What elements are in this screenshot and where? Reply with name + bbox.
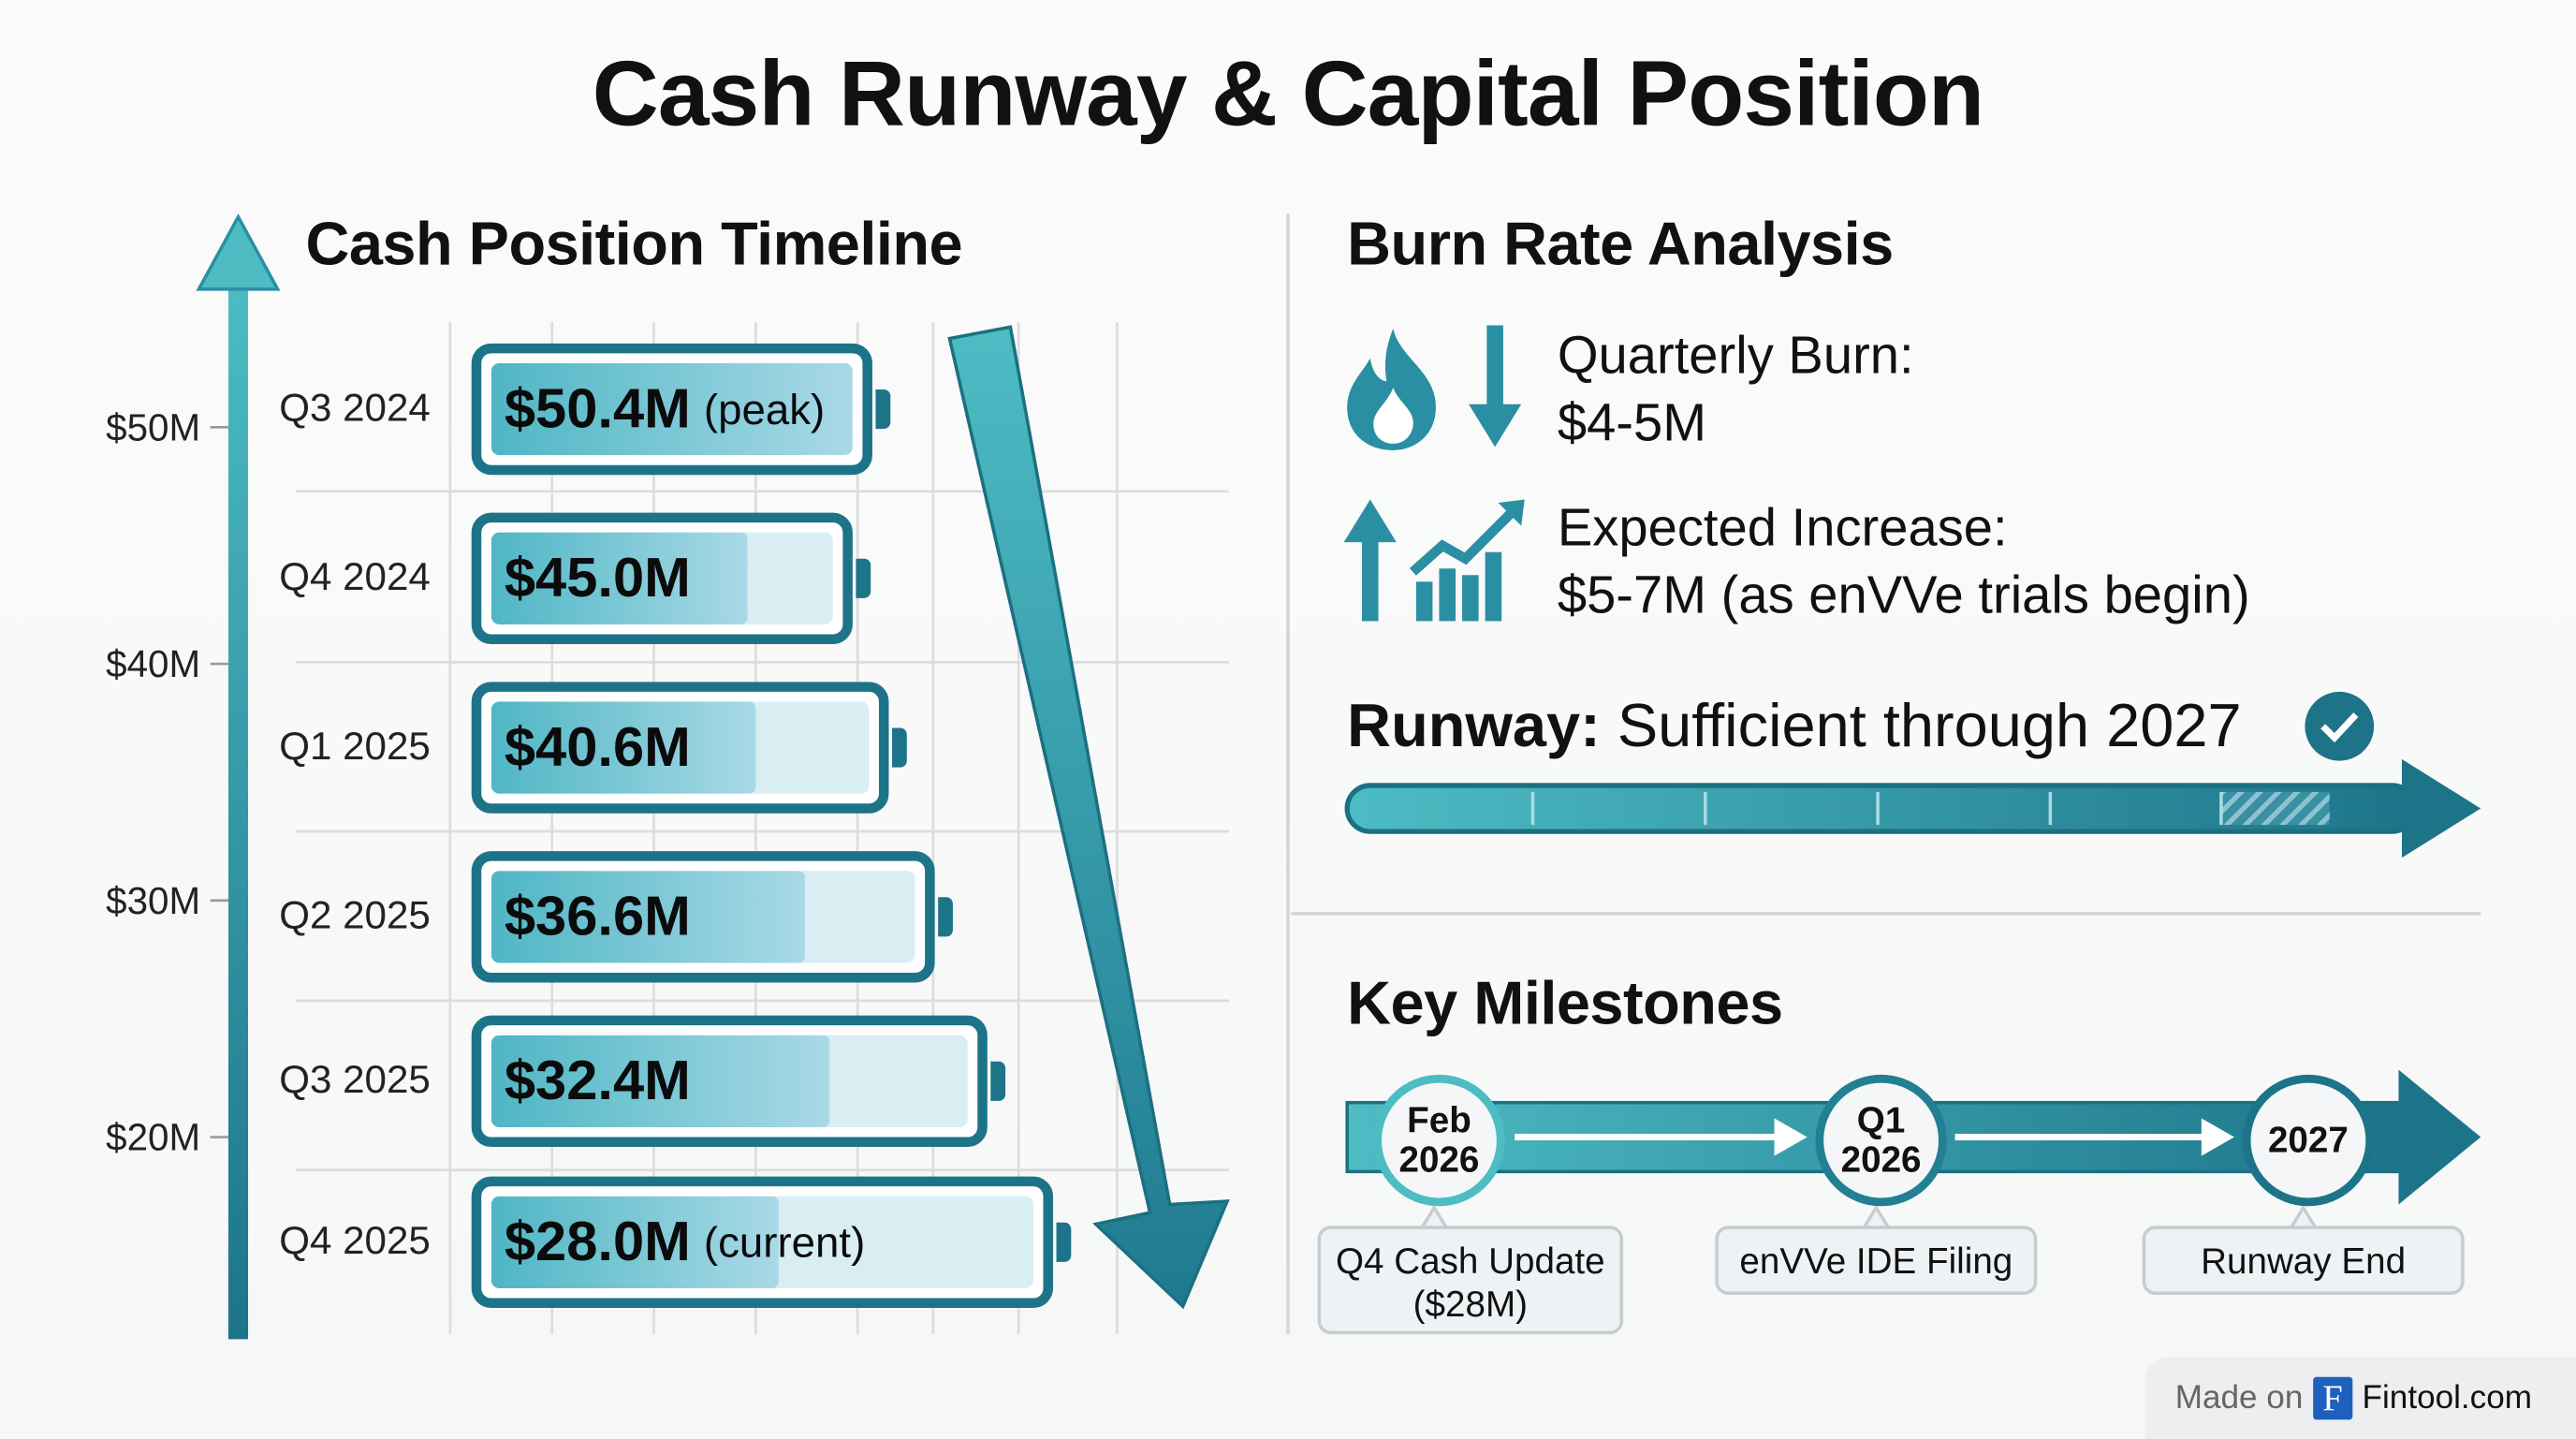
date-line: 2027 (2267, 1119, 2349, 1161)
battery-fill (490, 1035, 830, 1127)
quarterly-burn-label: Quarterly Burn: (1557, 325, 1914, 385)
battery-track (490, 1196, 1033, 1288)
y-tick-marks (210, 426, 228, 1138)
watermark-prefix: Made on (2174, 1379, 2304, 1417)
value-note: (current) (703, 1216, 866, 1267)
value-text: $40.6M (504, 715, 691, 779)
value-text: $50.4M (504, 376, 691, 440)
cash-battery-bar: $40.6M (471, 682, 907, 814)
label-line: Q4 Cash Update (1336, 1241, 1605, 1282)
date-line: Feb (1407, 1099, 1471, 1141)
category-label: Q3 2024 (279, 386, 431, 431)
milestone-date: Q1 2026 (1815, 1074, 1947, 1207)
label-line: Runway End (2201, 1241, 2407, 1282)
value-label: $32.4M (505, 1025, 691, 1137)
category-label: Q1 2025 (279, 724, 431, 770)
y-axis (227, 279, 249, 1340)
growth-chart-icon (1409, 499, 1525, 622)
milestone-label: Runway End (2142, 1226, 2465, 1296)
category-label: Q3 2025 (279, 1058, 431, 1103)
battery-cap (892, 727, 907, 768)
decline-arrow (947, 325, 1230, 1310)
category-label: Q4 2025 (279, 1219, 431, 1264)
runway-value: Sufficient through 2027 (1617, 691, 2242, 759)
watermark-brand: Fintool.com (2362, 1379, 2532, 1417)
battery-fill (490, 532, 748, 624)
cash-battery-bar: $50.4M (peak) (471, 343, 891, 476)
category-label: Q2 2025 (279, 893, 431, 939)
page-title: Cash Runway & Capital Position (592, 40, 1984, 145)
flame-icon (1347, 325, 1522, 450)
battery-track (490, 1035, 968, 1127)
battery-cap (856, 558, 871, 598)
quarterly-burn-value: $4-5M (1557, 392, 1707, 452)
milestones-title: Key Milestones (1347, 969, 1783, 1037)
arrow-up-icon (1343, 499, 1397, 622)
growth-icons (1343, 499, 1525, 622)
y-tick-label: $20M (106, 1115, 201, 1159)
battery-track (490, 362, 853, 456)
label-line: ($28M) (1412, 1283, 1528, 1325)
cash-battery-bar: $36.6M (471, 851, 953, 983)
fintool-logo-icon: F (2312, 1376, 2353, 1420)
milestone-label: enVVe IDE Filing (1715, 1226, 2038, 1296)
arrow-down-icon (1469, 325, 1522, 448)
battery-fill (490, 701, 756, 794)
runway-statement: Runway: Sufficient through 2027 (1347, 692, 2241, 761)
battery-cap (1056, 1222, 1072, 1262)
y-tick-label: $30M (106, 878, 201, 922)
battery-track (490, 701, 870, 794)
runway-progress-bar (1344, 758, 2481, 859)
value-label: $50.4M (peak) (505, 353, 825, 464)
expected-increase-label: Expected Increase: (1557, 497, 2008, 557)
timeline-title: Cash Position Timeline (305, 210, 963, 278)
milestone-label: Q4 Cash Update ($28M) (1317, 1226, 1624, 1335)
battery-cap (990, 1061, 1006, 1101)
value-label: $36.6M (505, 861, 691, 973)
y-tick-label: $40M (106, 642, 201, 685)
runway-label: Runway: (1347, 691, 1601, 759)
value-text: $36.6M (504, 885, 691, 947)
milestone-date: Feb 2026 (1373, 1074, 1505, 1207)
value-text: $28.0M (504, 1210, 691, 1273)
value-label: $28.0M (current) (505, 1186, 866, 1298)
battery-cap (938, 897, 953, 937)
battery-track (490, 532, 833, 624)
battery-fill (490, 362, 853, 456)
value-label: $45.0M (505, 522, 691, 634)
value-text: $32.4M (504, 1049, 691, 1112)
milestone-date: 2027 (2242, 1074, 2375, 1207)
label-line: enVVe IDE Filing (1739, 1241, 2013, 1282)
battery-cap (875, 389, 891, 430)
cash-battery-bar: $32.4M (471, 1015, 1006, 1148)
value-label: $40.6M (505, 692, 691, 803)
battery-track (490, 871, 915, 963)
cash-battery-bar: $45.0M (471, 512, 871, 644)
watermark[interactable]: Made on F Fintool.com (2145, 1357, 2576, 1439)
y-axis-arrowhead (196, 213, 281, 291)
battery-fill (490, 1196, 779, 1288)
expected-increase-value: $5-7M (as enVVe trials begin) (1557, 565, 2250, 624)
check-circle-icon (2305, 691, 2375, 761)
date-line: 2026 (1398, 1138, 1480, 1181)
date-line: Q1 (1856, 1099, 1906, 1141)
battery-fill (490, 871, 805, 963)
category-label: Q4 2024 (279, 555, 431, 600)
value-text: $45.0M (504, 546, 691, 609)
date-line: 2026 (1840, 1138, 1922, 1181)
value-note: (peak) (703, 383, 826, 433)
y-tick-label: $50M (106, 405, 201, 449)
cash-battery-bar: $28.0M (current) (471, 1176, 1072, 1309)
burn-title: Burn Rate Analysis (1347, 210, 1894, 278)
